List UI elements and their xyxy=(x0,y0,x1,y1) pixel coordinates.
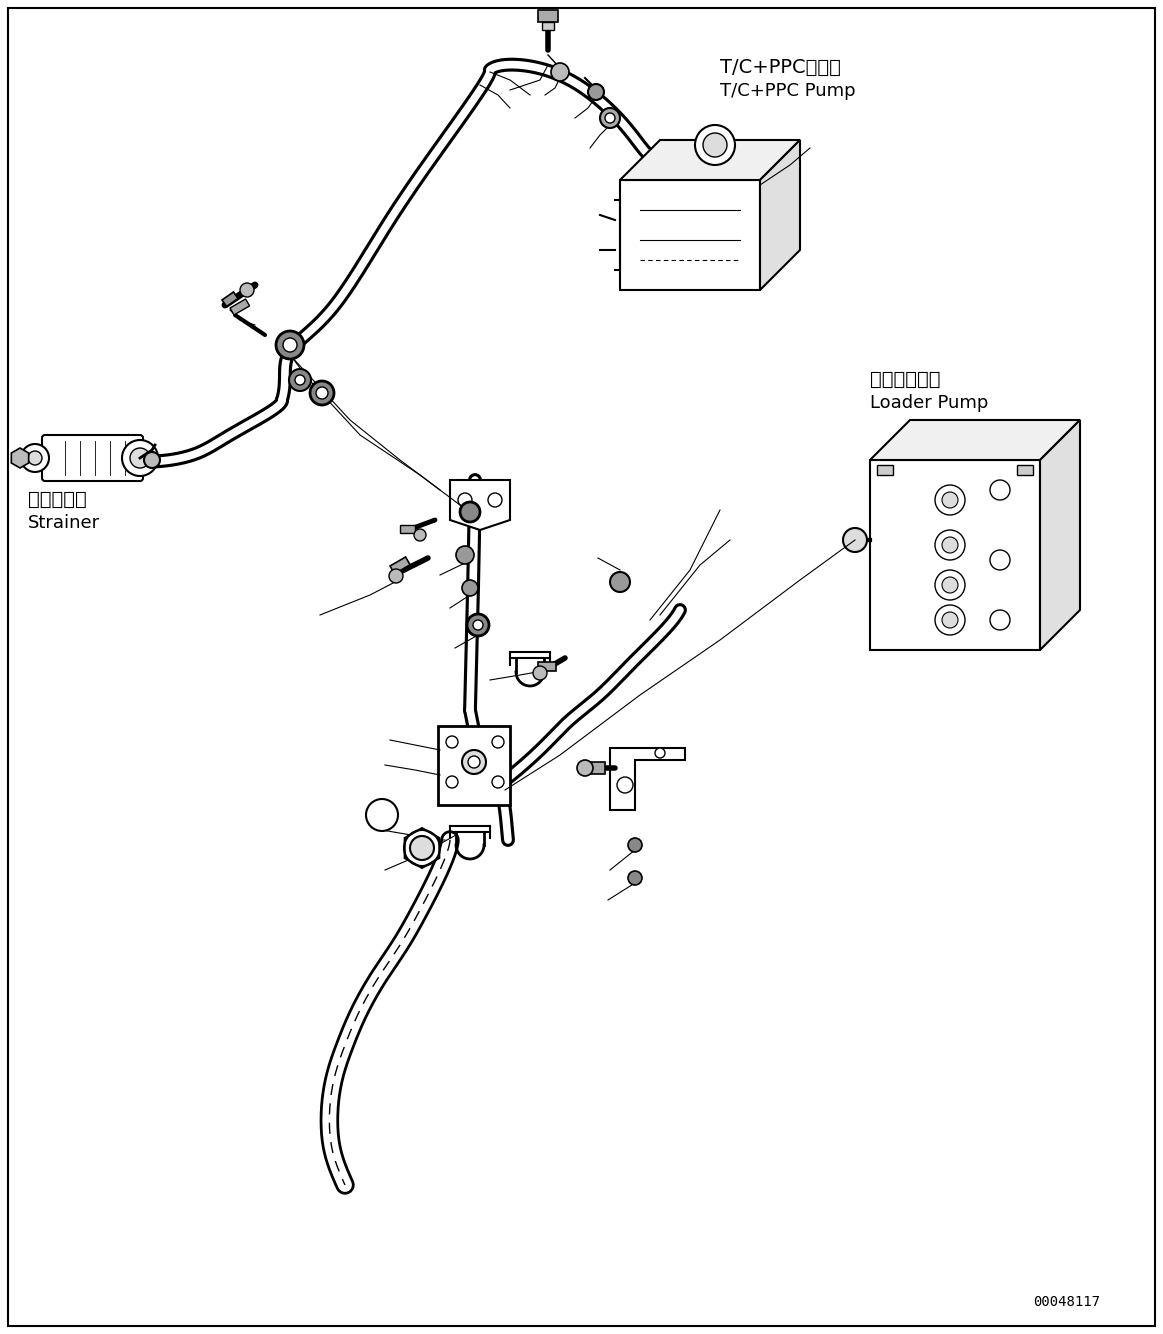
Bar xyxy=(1016,466,1033,475)
Circle shape xyxy=(600,108,620,128)
Circle shape xyxy=(588,84,604,100)
Circle shape xyxy=(456,546,475,564)
Circle shape xyxy=(628,871,642,884)
Circle shape xyxy=(492,736,504,748)
Bar xyxy=(585,762,605,774)
Text: T/C+PPCポンプ: T/C+PPCポンプ xyxy=(720,57,841,77)
Circle shape xyxy=(462,750,486,774)
Circle shape xyxy=(288,370,311,391)
Bar xyxy=(230,299,250,315)
Circle shape xyxy=(942,612,958,628)
Circle shape xyxy=(990,480,1009,500)
Text: Strainer: Strainer xyxy=(28,514,100,532)
Circle shape xyxy=(144,452,160,468)
Circle shape xyxy=(130,448,150,468)
Text: Loader Pump: Loader Pump xyxy=(870,394,989,412)
Circle shape xyxy=(533,666,547,680)
Circle shape xyxy=(411,836,434,860)
Polygon shape xyxy=(620,140,800,180)
Polygon shape xyxy=(870,460,1040,650)
Circle shape xyxy=(414,530,426,542)
Polygon shape xyxy=(870,420,1080,460)
Bar xyxy=(390,558,411,574)
Circle shape xyxy=(628,838,642,852)
Circle shape xyxy=(935,530,965,560)
Bar xyxy=(222,292,238,307)
Circle shape xyxy=(605,113,615,123)
Polygon shape xyxy=(450,480,511,530)
Circle shape xyxy=(445,736,458,748)
Circle shape xyxy=(695,125,735,165)
Polygon shape xyxy=(12,448,29,468)
Bar xyxy=(877,466,893,475)
Circle shape xyxy=(468,756,480,768)
Circle shape xyxy=(122,440,158,476)
Circle shape xyxy=(21,444,49,472)
Circle shape xyxy=(942,538,958,554)
Circle shape xyxy=(551,63,569,81)
Circle shape xyxy=(935,606,965,635)
Circle shape xyxy=(473,620,483,630)
Bar xyxy=(538,9,558,21)
Circle shape xyxy=(458,494,472,507)
Polygon shape xyxy=(759,140,800,289)
Circle shape xyxy=(492,776,504,788)
Circle shape xyxy=(415,840,429,855)
Bar xyxy=(400,526,415,534)
Circle shape xyxy=(935,486,965,515)
Circle shape xyxy=(461,502,480,522)
Bar xyxy=(542,21,554,29)
Circle shape xyxy=(295,375,305,386)
Circle shape xyxy=(445,776,458,788)
Circle shape xyxy=(990,550,1009,570)
Circle shape xyxy=(404,830,440,866)
Circle shape xyxy=(276,331,304,359)
Bar xyxy=(538,662,556,671)
Circle shape xyxy=(843,528,866,552)
Circle shape xyxy=(577,760,593,776)
Circle shape xyxy=(366,799,398,831)
Circle shape xyxy=(655,748,665,758)
Circle shape xyxy=(468,614,488,636)
Circle shape xyxy=(942,492,958,508)
Text: 00048117: 00048117 xyxy=(1033,1295,1100,1309)
Circle shape xyxy=(28,451,42,466)
Circle shape xyxy=(462,580,478,596)
FancyBboxPatch shape xyxy=(438,726,511,804)
FancyBboxPatch shape xyxy=(42,435,143,482)
Polygon shape xyxy=(611,748,685,810)
Circle shape xyxy=(618,776,633,792)
Circle shape xyxy=(990,610,1009,630)
Circle shape xyxy=(316,387,328,399)
Circle shape xyxy=(283,338,297,352)
Circle shape xyxy=(935,570,965,600)
Circle shape xyxy=(488,494,502,507)
Text: T/C+PPC Pump: T/C+PPC Pump xyxy=(720,81,856,100)
Text: ローダポンプ: ローダポンプ xyxy=(870,370,941,390)
Circle shape xyxy=(240,283,254,297)
Circle shape xyxy=(611,572,630,592)
Circle shape xyxy=(388,570,404,583)
Circle shape xyxy=(702,133,727,157)
Text: ストレーナ: ストレーナ xyxy=(28,490,87,510)
Circle shape xyxy=(311,382,334,406)
Circle shape xyxy=(942,578,958,594)
Polygon shape xyxy=(1040,420,1080,650)
Polygon shape xyxy=(620,180,759,289)
